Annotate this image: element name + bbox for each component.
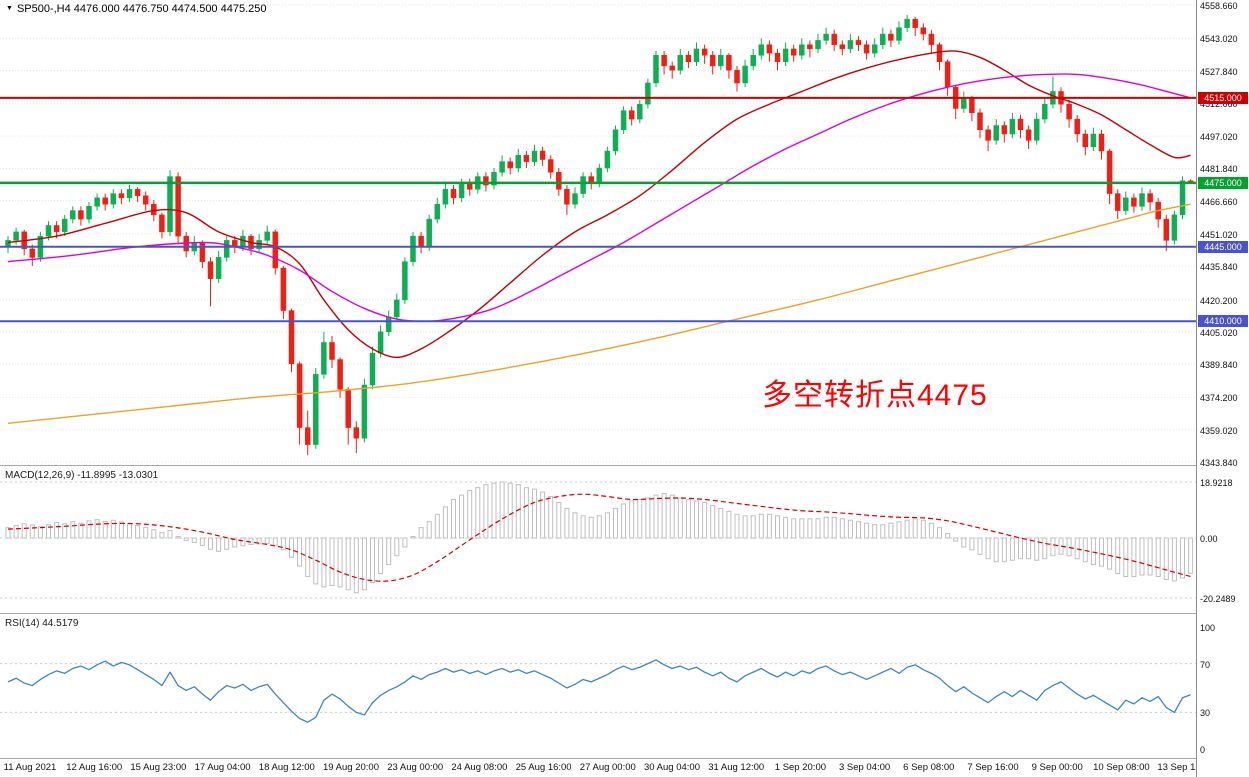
time-axis-label: 12 Aug 16:00 [66,762,123,773]
time-axis[interactable]: 11 Aug 2021 12 Aug 16:00 15 Aug 23:00 17 Au… [0,759,1249,777]
time-axis-label: 9 Sep 00:00 [1031,762,1083,773]
time-axis-label: 31 Aug 12:00 [708,762,765,773]
time-axis-label: 7 Sep 16:00 [967,762,1019,773]
price-tick-label: 4558.660 [1200,0,1238,11]
price-tick-label: 4481.840 [1200,164,1238,175]
time-axis-label: 13 Sep 12:00 [1157,762,1214,773]
time-axis-label: 24 Aug 08:00 [451,762,508,773]
time-axis-label: 17 Aug 04:00 [194,762,251,773]
annotation-text-object[interactable]: 多空转折点4475 [762,379,988,412]
time-axis-label: 3 Sep 04:00 [838,762,891,773]
rsi-indicator-chart[interactable] [0,615,1196,758]
rsi-axis-label: 0 [1200,745,1206,755]
time-axis-label: 23 Aug 00:00 [387,762,444,773]
macd-axis-label: 18.9218 [1200,477,1233,488]
price-tick-label: 4374.200 [1200,393,1238,404]
time-axis-label: 30 Aug 04:00 [644,762,700,773]
chart-title-text: SP500-,H4 4476.000 4476.750 4474.500 447… [16,3,267,15]
pane-separator[interactable] [0,465,1249,466]
price-tick-label: 4497.020 [1200,132,1238,143]
time-axis-label: 15 Aug 23:00 [130,762,187,773]
candlestick-chart[interactable] [0,0,1196,465]
price-tick-label: 4389.840 [1200,360,1238,371]
macd-indicator-chart[interactable] [0,467,1196,613]
time-axis-label: 6 Sep 08:00 [903,762,955,773]
price-tick-label: 4420.200 [1200,295,1238,306]
time-axis-label: 10 Sep 08:00 [1093,762,1150,773]
price-tick-label: 4405.020 [1200,327,1238,338]
macd-label: MACD(12,26,9) -11.8995 -13.0301 [5,470,159,481]
price-tick-label: 4359.020 [1200,425,1238,436]
time-axis-label: 27 Aug 00:00 [579,762,636,773]
pane-separator[interactable] [0,758,1249,759]
rsi-label: RSI(14) 44.5179 [5,618,79,629]
price-tick-label: 4543.020 [1200,34,1238,45]
price-tick-label: 4527.840 [1200,66,1238,77]
price-tick-label: 4451.020 [1200,229,1238,240]
symbol-marker-icon: ▼ [6,5,13,12]
macd-axis-label: -20.2489 [1200,593,1236,604]
price-tick-label: 4466.660 [1200,196,1238,207]
rsi-axis-label: 30 [1200,708,1211,719]
macd-axis-label: 0.00 [1200,534,1218,544]
time-axis-label: 19 Aug 20:00 [323,762,379,773]
price-tick-label: 4343.840 [1200,457,1238,468]
price-badge-support-2: 4410.000 [1198,315,1248,328]
price-badge-resistance: 4515.000 [1198,91,1248,104]
pane-separator[interactable] [0,613,1249,614]
price-axis[interactable]: 4515.000 4475.000 4445.000 4410.000 4558… [1196,0,1249,777]
time-axis-label: 18 Aug 12:00 [258,762,315,773]
time-axis-label: 1 Sep 20:00 [774,762,827,773]
rsi-axis-label: 70 [1200,659,1211,670]
time-axis-label: 25 Aug 16:00 [515,762,572,773]
price-badge-pivot: 4475.000 [1198,176,1248,189]
chart-title: ▼ SP500-,H4 4476.000 4476.750 4474.500 44… [6,3,267,15]
price-tick-label: 4435.840 [1200,262,1238,273]
time-axis-label: 11 Aug 2021 [3,762,57,773]
price-badge-support-1: 4445.000 [1198,240,1248,253]
rsi-axis-label: 100 [1200,623,1216,633]
